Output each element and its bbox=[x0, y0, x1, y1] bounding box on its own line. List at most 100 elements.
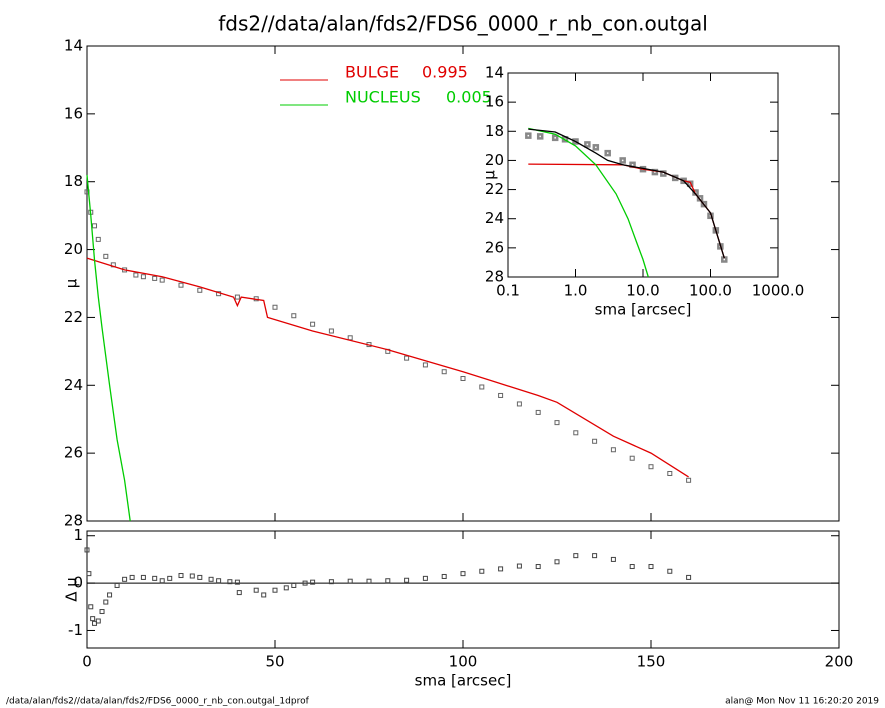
model-line bbox=[528, 127, 649, 278]
data-point bbox=[525, 132, 532, 139]
data-point bbox=[84, 547, 90, 553]
data-point bbox=[460, 376, 466, 381]
y-tick-label: 20 bbox=[485, 151, 504, 169]
data-point bbox=[610, 556, 616, 562]
data-point bbox=[216, 578, 222, 584]
footer-right: alan@ Mon Nov 11 16:20:20 2019 bbox=[725, 697, 879, 707]
data-point bbox=[498, 392, 504, 398]
data-point bbox=[592, 144, 600, 151]
data-point bbox=[234, 579, 240, 585]
data-point bbox=[129, 574, 135, 580]
x-tick-label: 100 bbox=[449, 653, 478, 671]
y-tick-label: 22 bbox=[64, 308, 83, 326]
data-point bbox=[572, 138, 579, 145]
data-point bbox=[721, 256, 728, 263]
data-point bbox=[272, 304, 278, 310]
data-point bbox=[573, 430, 579, 436]
data-point bbox=[604, 149, 611, 157]
data-point bbox=[159, 578, 165, 584]
model-line bbox=[528, 128, 725, 259]
y-tick-label: 28 bbox=[64, 512, 83, 530]
data-point bbox=[92, 223, 98, 229]
x-tick-label: 10.0 bbox=[626, 282, 659, 300]
data-point bbox=[479, 568, 485, 574]
data-point bbox=[385, 578, 391, 584]
data-point bbox=[592, 553, 598, 559]
data-point bbox=[236, 590, 242, 596]
footer-left: /data/alan/fds2//data/alan/fds2/FDS6_000… bbox=[6, 697, 310, 707]
data-point bbox=[422, 362, 428, 368]
data-point bbox=[441, 573, 447, 579]
legend-fraction: 0.005 bbox=[446, 88, 492, 107]
data-point bbox=[86, 571, 92, 577]
data-point bbox=[592, 438, 598, 444]
x-axis-label: sma [arcsec] bbox=[415, 672, 512, 690]
plot-frame bbox=[86, 530, 840, 649]
data-point bbox=[535, 564, 541, 570]
data-point bbox=[667, 471, 673, 476]
data-point bbox=[441, 369, 447, 375]
data-point bbox=[291, 313, 297, 319]
data-point bbox=[272, 587, 278, 593]
data-point bbox=[347, 335, 353, 341]
data-point bbox=[366, 578, 372, 584]
y-axis-label: μ bbox=[63, 278, 81, 288]
data-point bbox=[686, 477, 692, 483]
data-point bbox=[227, 579, 233, 585]
data-point bbox=[629, 564, 635, 570]
data-point bbox=[584, 141, 591, 148]
data-point bbox=[167, 575, 173, 581]
y-tick-label: 14 bbox=[64, 37, 83, 55]
data-point bbox=[178, 282, 184, 288]
x-tick-label: 0 bbox=[82, 653, 92, 671]
data-point bbox=[88, 604, 94, 610]
data-point bbox=[629, 455, 635, 461]
y-tick-label: 26 bbox=[64, 444, 83, 462]
x-tick-label: 150 bbox=[637, 653, 666, 671]
x-tick-label: 1.0 bbox=[564, 282, 588, 300]
data-point bbox=[197, 287, 203, 293]
x-tick-label: 1000.0 bbox=[752, 282, 805, 300]
plot-frame bbox=[507, 72, 779, 278]
y-tick-label: 20 bbox=[64, 240, 83, 258]
data-point bbox=[261, 592, 267, 598]
y-tick-label: 24 bbox=[64, 376, 83, 394]
data-point bbox=[283, 585, 289, 591]
data-point bbox=[234, 294, 240, 300]
x-tick-label: 0.1 bbox=[496, 282, 520, 300]
data-point bbox=[310, 321, 316, 327]
data-point bbox=[328, 328, 334, 334]
data-point bbox=[152, 275, 158, 281]
y-tick-label: 26 bbox=[485, 238, 504, 256]
y-tick-label: 28 bbox=[485, 268, 504, 286]
data-point bbox=[114, 582, 120, 588]
y-tick-label: 16 bbox=[64, 104, 83, 122]
x-tick-label: 50 bbox=[265, 653, 284, 671]
x-tick-label: 100.0 bbox=[689, 282, 732, 300]
data-point bbox=[610, 447, 616, 453]
y-tick-label: 18 bbox=[485, 122, 504, 140]
data-point bbox=[536, 133, 544, 140]
data-point bbox=[554, 420, 560, 426]
y-axis-label: μ bbox=[481, 170, 499, 180]
data-point bbox=[95, 618, 101, 624]
data-point bbox=[140, 274, 146, 280]
data-point bbox=[310, 579, 316, 585]
model-line bbox=[86, 174, 131, 522]
data-point bbox=[554, 559, 560, 565]
y-tick-label: 16 bbox=[485, 93, 504, 111]
data-point bbox=[107, 592, 113, 598]
data-point bbox=[347, 578, 353, 584]
data-point bbox=[700, 200, 708, 208]
y-tick-label: 24 bbox=[485, 209, 504, 227]
data-point bbox=[648, 564, 654, 570]
data-point bbox=[178, 573, 184, 579]
chart-title: fds2//data/alan/fds2/FDS6_0000_r_nb_con.… bbox=[218, 12, 708, 36]
legend-label: NUCLEUS bbox=[345, 88, 421, 107]
legend-label: BULGE bbox=[345, 63, 399, 82]
data-point bbox=[686, 574, 692, 580]
data-point bbox=[95, 236, 101, 242]
data-point bbox=[551, 134, 559, 142]
x-axis-label: sma [arcsec] bbox=[595, 301, 692, 319]
